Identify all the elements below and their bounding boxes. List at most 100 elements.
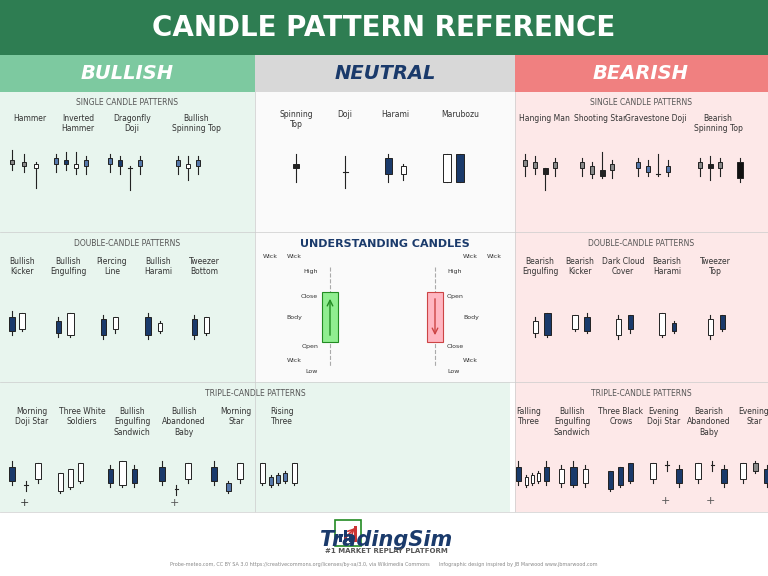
Text: Wick: Wick [463,358,478,363]
Bar [226,483,230,491]
Bar [764,469,768,483]
Bar [695,463,701,479]
Bar [108,469,112,483]
Text: Wick: Wick [287,358,302,363]
Bar [64,160,68,164]
Bar [427,292,443,342]
Text: Marubozu: Marubozu [441,110,479,119]
Bar [636,162,640,168]
Bar [19,313,25,329]
Text: High: High [447,269,462,274]
Bar [322,292,338,342]
Bar [659,313,665,335]
Bar [676,469,682,483]
Text: Three Black
Crows: Three Black Crows [598,407,644,426]
Bar [35,463,41,479]
Text: Morning
Doji Star: Morning Doji Star [15,407,48,426]
Text: Shooting Star: Shooting Star [574,114,626,123]
Bar [145,317,151,335]
Bar [138,160,142,166]
Bar [0,232,255,382]
Text: Wick: Wick [463,255,478,260]
Bar [260,463,264,483]
Text: Close: Close [447,344,464,349]
Bar [580,162,584,168]
Bar [293,164,299,168]
Text: Inverted
Hammer: Inverted Hammer [61,114,94,134]
Bar [283,473,287,481]
Bar [255,232,515,382]
Bar [523,160,527,166]
Bar [74,164,78,168]
Text: Bearish
Abandoned
Baby: Bearish Abandoned Baby [687,407,731,437]
Bar [159,467,165,481]
Bar [698,162,702,168]
Bar [515,467,521,481]
Text: Probe-meteo.com, CC BY SA 3.0 https://creativecommons.org/licenses/by-sa/3.0, vi: Probe-meteo.com, CC BY SA 3.0 https://cr… [170,562,598,567]
Bar [525,477,528,485]
Text: Tweezer
Bottom: Tweezer Bottom [189,257,220,276]
Bar [237,463,243,479]
Text: Harami: Harami [381,110,409,119]
Bar [292,463,296,483]
Bar [400,166,406,174]
Text: Tweezer
Top: Tweezer Top [700,257,730,276]
Text: High: High [303,269,318,274]
Bar [720,315,724,329]
Bar [600,170,604,176]
Bar [515,232,768,382]
Bar [0,92,255,232]
Text: +: + [169,498,179,508]
Bar [553,162,557,168]
Text: SINGLE CANDLE PATTERNS: SINGLE CANDLE PATTERNS [76,98,178,107]
Bar [101,319,105,335]
Text: Bearish
Harami: Bearish Harami [653,257,681,276]
Text: +: + [705,496,715,506]
Bar [54,158,58,164]
Text: Bullish
Abandoned
Baby: Bullish Abandoned Baby [162,407,206,437]
Bar [707,319,713,335]
Bar [255,55,515,92]
Text: Evening
Doji Star: Evening Doji Star [647,407,680,426]
Text: Body: Body [286,314,302,320]
Text: Close: Close [301,294,318,299]
Text: NEUTRAL: NEUTRAL [334,64,435,83]
Bar [186,164,190,168]
Bar [515,55,768,92]
Bar [112,317,118,329]
Bar [176,160,180,166]
Bar [456,154,464,182]
Text: TRIPLE-CANDLE PATTERNS: TRIPLE-CANDLE PATTERNS [205,389,306,398]
Text: DOUBLE-CANDLE PATTERNS: DOUBLE-CANDLE PATTERNS [74,239,180,248]
Bar [158,323,162,331]
Text: Doji: Doji [337,110,353,119]
Bar [191,319,197,335]
Bar [131,469,137,483]
Bar [721,469,727,483]
Bar [204,317,208,333]
Bar [707,164,713,168]
Bar [627,315,633,329]
Bar [0,382,510,512]
Bar [615,319,621,335]
Text: Open: Open [447,294,464,299]
Bar [185,463,191,479]
Bar [718,162,722,168]
Bar [570,467,577,485]
Bar [118,461,125,485]
Bar [666,166,670,172]
Bar [211,467,217,481]
Bar [544,313,551,335]
Bar [617,467,623,485]
Bar [349,536,352,542]
Bar [532,321,538,333]
Bar [0,512,768,576]
Text: Rising
Three: Rising Three [270,407,294,426]
Text: UNDERSTANDING CANDLES: UNDERSTANDING CANDLES [300,239,470,249]
Bar [544,467,548,481]
Bar [9,467,15,481]
Text: +: + [660,496,670,506]
Bar [78,463,82,481]
Bar [740,463,746,479]
Text: Body: Body [463,314,479,320]
